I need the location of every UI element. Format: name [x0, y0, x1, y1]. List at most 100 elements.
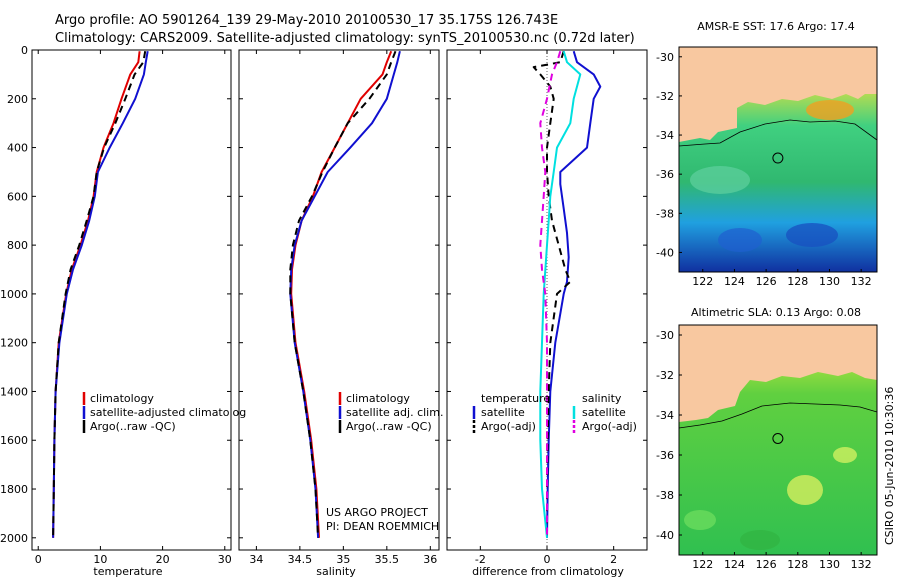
y-tick-label: 2000	[0, 532, 28, 545]
difference-legend: temperature satellite Argo(-adj) salinit…	[472, 392, 637, 433]
sst-map	[678, 46, 878, 273]
sla-contour	[678, 402, 878, 429]
map-y-tick-label: -38	[656, 489, 674, 502]
map-x-tick-label: 124	[724, 275, 745, 288]
sla-patch	[684, 510, 716, 530]
temperature-plot: 0 10 20 30 0 200 400 600 800 1000 1200 1400 1600 1800…	[0, 44, 232, 566]
x-tick-label: 0	[35, 553, 42, 566]
x-tick-label: -2	[475, 553, 486, 566]
map-y-tick-label: -30	[656, 51, 674, 64]
difference-plot: -2 0 2	[447, 49, 647, 566]
x-tick-label: 34	[249, 553, 263, 566]
salinity-xlabel: salinity	[316, 565, 356, 578]
temperature-axes	[31, 49, 232, 551]
sst-map-frame	[678, 46, 878, 273]
temperature-xlabel: temperature	[93, 565, 162, 578]
legend-label: climatology	[90, 392, 154, 405]
legend-label: Argo(-adj)	[582, 420, 637, 433]
legend-label: Argo(..raw -QC)	[90, 420, 176, 433]
map-x-tick-label: 132	[851, 558, 872, 571]
legend-label: satellite	[582, 406, 626, 419]
map-y-tick-label: -32	[656, 90, 674, 103]
sst-contour	[678, 119, 878, 147]
map-y-tick-label: -38	[656, 207, 674, 220]
map-y-tick-label: -40	[656, 529, 674, 542]
series-line-climatology	[290, 50, 393, 538]
y-tick-label: 800	[7, 239, 28, 252]
series-group	[52, 51, 149, 538]
sst-patch	[786, 223, 838, 247]
x-tick-label: 20	[156, 553, 170, 566]
series-line-satellite-adj-clim-	[289, 50, 401, 538]
x-tick-label: 35.5	[375, 553, 400, 566]
map-y-tick-label: -34	[656, 129, 674, 142]
map-y-tick-label: -32	[656, 369, 674, 382]
salinity-plot: 34 34.5 35 35.5 36	[239, 49, 439, 566]
map-x-tick-label: 128	[787, 275, 808, 288]
map-y-tick-label: -34	[656, 409, 674, 422]
y-tick-label: 200	[7, 93, 28, 106]
salinity-axes	[238, 49, 440, 551]
y-tick-label: 600	[7, 190, 28, 203]
sla-argo-marker	[772, 433, 784, 444]
legend-label: Argo(-adj)	[481, 420, 536, 433]
sst-map-axes: 122 124 126 128 130 132 -30 -32 -34 -36 -38 -40	[656, 51, 872, 288]
map-x-tick-label: 126	[756, 558, 777, 571]
sst-argo-marker	[772, 152, 784, 164]
map-x-tick-label: 132	[851, 275, 872, 288]
series-line-temperature-satellite	[546, 50, 602, 538]
sla-patch	[833, 447, 857, 463]
x-tick-label: 30	[218, 553, 232, 566]
map-y-tick-label: -36	[656, 168, 674, 181]
y-tick-label: 1200	[0, 337, 28, 350]
x-tick-label: 34.5	[288, 553, 313, 566]
legend-label: satellite adj. clim.	[346, 406, 443, 419]
map-y-tick-label: -36	[656, 449, 674, 462]
sla-patch	[740, 530, 780, 550]
x-tick-label: 36	[423, 553, 437, 566]
sst-map-title: AMSR-E SST: 17.6 Argo: 17.4	[697, 20, 855, 33]
y-tick-label: 400	[7, 142, 28, 155]
pi-annotation: PI: DEAN ROEMMICH	[326, 520, 439, 533]
series-line-salinity-satellite	[539, 50, 582, 538]
y-tick-label: 1400	[0, 385, 28, 398]
legend-heading-temperature: temperature	[481, 392, 550, 405]
sla-land	[679, 325, 877, 422]
map-y-tick-label: -40	[656, 246, 674, 259]
sst-patch	[718, 228, 762, 252]
map-x-tick-label: 124	[724, 558, 745, 571]
series-group	[532, 50, 602, 538]
series-line-satellite-adjusted-climatolog	[52, 51, 149, 538]
x-tick-label: 0	[544, 553, 551, 566]
map-x-tick-label: 126	[756, 275, 777, 288]
map-x-tick-label: 130	[819, 275, 840, 288]
project-annotation: US ARGO PROJECT	[326, 506, 428, 519]
series-group	[289, 50, 401, 538]
legend-label: satellite	[481, 406, 525, 419]
legend-label: satellite-adjusted climatolog	[90, 406, 246, 419]
x-tick-label: 2	[610, 553, 617, 566]
sla-patch	[787, 475, 823, 505]
map-y-tick-label: -30	[656, 329, 674, 342]
legend-label: Argo(..raw -QC)	[346, 420, 432, 433]
difference-xlabel: difference from climatology	[472, 565, 624, 578]
series-line-salinity-argo-adj-	[539, 50, 562, 538]
x-tick-label: 10	[93, 553, 107, 566]
map-x-tick-label: 128	[787, 558, 808, 571]
x-tick-label: 35	[336, 553, 350, 566]
sla-map-title: Altimetric SLA: 0.13 Argo: 0.08	[691, 306, 861, 319]
map-x-tick-label: 122	[692, 558, 713, 571]
timestamp-label: CSIRO 05-Jun-2010 10:30:36	[883, 387, 896, 545]
sst-patch	[690, 166, 750, 194]
y-tick-label: 1000	[0, 288, 28, 301]
series-line-argo-raw-qc-	[52, 51, 147, 538]
map-x-tick-label: 130	[819, 558, 840, 571]
header-line-1: Argo profile: AO 5901264_139 29-May-2010…	[55, 13, 558, 28]
legend-heading-salinity: salinity	[582, 392, 622, 405]
sst-patch	[806, 100, 854, 120]
salinity-legend: climatology satellite adj. clim. Argo(..…	[338, 392, 443, 433]
sst-land	[679, 47, 877, 142]
series-line-argo-raw-qc-	[289, 50, 397, 538]
header-line-2: Climatology: CARS2009. Satellite-adjuste…	[55, 31, 635, 46]
legend-label: climatology	[346, 392, 410, 405]
